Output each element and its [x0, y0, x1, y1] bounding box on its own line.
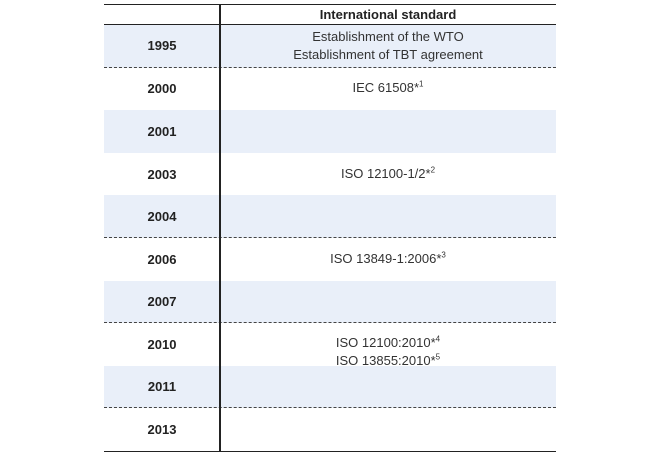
standard-entry: ISO 13849-1:2006*3 [330, 250, 446, 268]
standard-text: IEC 61508* [352, 79, 420, 95]
standard-text: ISO 13849-1:2006* [330, 251, 442, 267]
year-cell: 2001 [147, 123, 177, 139]
table-row: 2010 ISO 12100:2010*4 ISO 13855:2010*5 [104, 323, 556, 368]
footnote-ref: 4 [435, 334, 441, 344]
table-row: 2007 [104, 280, 556, 324]
standard-entry: Establishment of TBT agreement [293, 46, 483, 64]
year-cell: 2010 [147, 336, 177, 352]
standard-cell [220, 366, 556, 408]
standard-text: Establishment of TBT agreement [293, 46, 483, 62]
footnote-ref: 1 [419, 79, 424, 89]
standard-cell [220, 195, 556, 237]
standard-cell: Establishment of the WTO Establishment of… [220, 25, 556, 67]
standard-text: ISO 12100-1/2* [340, 166, 431, 182]
standard-cell [220, 110, 556, 153]
year-cell: 2011 [147, 379, 177, 395]
year-cell: 2007 [147, 293, 177, 309]
standard-cell [220, 281, 556, 323]
standard-text: ISO 12100:2010* [335, 335, 436, 351]
table-header: International standard [104, 5, 556, 25]
table-row: 2001 [104, 110, 556, 153]
standard-entry: ISO 12100-1/2*2 [341, 165, 435, 183]
year-cell: 2013 [147, 422, 177, 438]
header-title: International standard [319, 7, 457, 22]
standard-cell: ISO 12100:2010*4 ISO 13855:2010*5 [220, 323, 556, 368]
table-row: 2004 [104, 195, 556, 238]
standard-entry: ISO 13855:2010*5 [336, 352, 440, 370]
year-cell: 2003 [147, 166, 177, 182]
year-cell: 2006 [147, 251, 177, 267]
table-row: 2006 ISO 13849-1:2006*3 [104, 238, 556, 281]
table-row: 1995 Establishment of the WTO Establishmen… [104, 25, 556, 68]
footnote-ref: 2 [430, 165, 436, 175]
standard-text: ISO 13855:2010* [335, 353, 436, 369]
column-divider [219, 5, 221, 451]
standard-cell: ISO 13849-1:2006*3 [220, 238, 556, 281]
year-cell: 1995 [147, 38, 177, 54]
standards-table: International standard 1995 Establishment… [104, 4, 556, 452]
table-row: 2003 ISO 12100-1/2*2 [104, 153, 556, 196]
standard-cell [220, 408, 556, 451]
year-cell: 2000 [147, 81, 177, 97]
standard-entry: ISO 12100:2010*4 [336, 334, 440, 352]
standard-entry: Establishment of the WTO [312, 28, 464, 46]
table-row: 2011 [104, 365, 556, 409]
standard-entry: IEC 61508*1 [353, 79, 424, 97]
table-row: 2000 IEC 61508*1 [104, 68, 556, 111]
footnote-ref: 5 [435, 352, 441, 362]
standard-text: Establishment of the WTO [312, 28, 464, 44]
standard-cell: IEC 61508*1 [220, 68, 556, 111]
table-row: 2013 [104, 408, 556, 451]
year-cell: 2004 [147, 208, 177, 224]
footnote-ref: 3 [441, 250, 446, 260]
standard-cell: ISO 12100-1/2*2 [220, 153, 556, 196]
